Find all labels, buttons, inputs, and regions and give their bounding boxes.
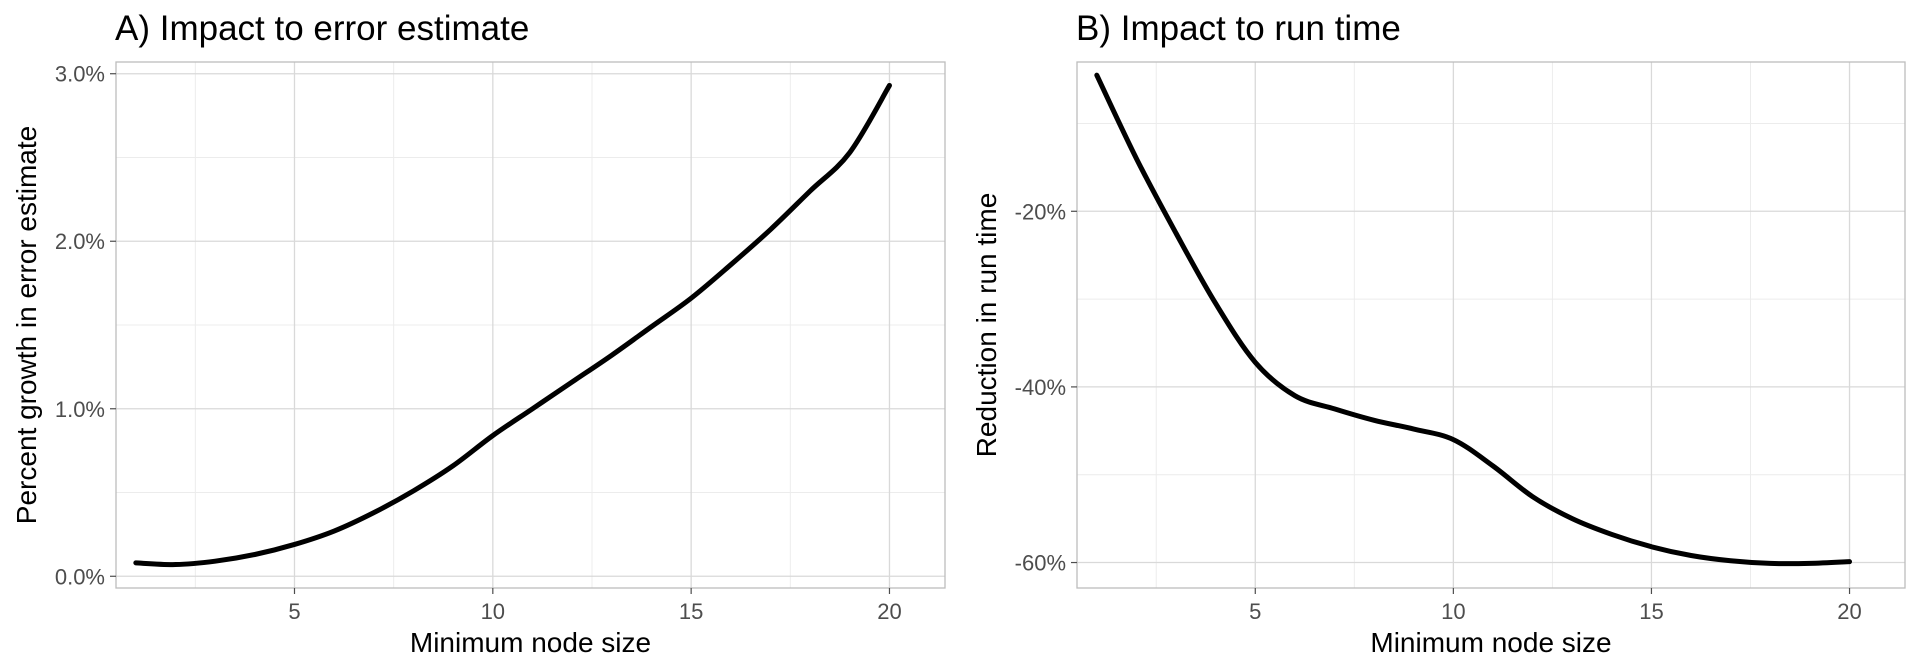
panel-a-x-tick-label-2: 15 xyxy=(679,599,703,624)
panel-b-x-tick-label-2: 15 xyxy=(1639,599,1663,624)
panel-b-y-tick-label-0: -60% xyxy=(1015,551,1066,576)
panel-b-x-axis-title: Minimum node size xyxy=(1370,627,1611,658)
panel-b-y-axis-title: Reduction in run time xyxy=(971,193,1002,458)
panel-a: A) Impact to error estimate 5 10 15 20 0.0% 1.… xyxy=(11,9,946,658)
panel-b: B) Impact to run time 5 10 15 20 -60% -40% -20%… xyxy=(971,9,1906,658)
panel-b-series-line-0 xyxy=(1094,72,1853,567)
panel-a-y-tick-label-1: 1.0% xyxy=(55,397,105,422)
panel-b-y-tick-label-1: -40% xyxy=(1015,375,1066,400)
panel-b-x-tick-label-3: 20 xyxy=(1837,599,1861,624)
panel-a-series-line-0 xyxy=(133,82,892,568)
panel-b-y-tick-label-2: -20% xyxy=(1015,199,1066,224)
panel-a-x-axis-title: Minimum node size xyxy=(410,627,651,658)
panel-a-x-tick-label-3: 20 xyxy=(877,599,901,624)
panel-a-y-tick-label-0: 0.0% xyxy=(55,564,105,589)
panel-a-y-tick-label-3: 3.0% xyxy=(55,62,105,87)
panel-a-border xyxy=(115,61,946,589)
panel-a-x-tick-label-1: 10 xyxy=(481,599,505,624)
panel-b-x-tick-label-0: 5 xyxy=(1249,599,1261,624)
panel-a-y-tick-label-2: 2.0% xyxy=(55,229,105,254)
panel-b-title: B) Impact to run time xyxy=(1076,9,1401,48)
panel-a-title: A) Impact to error estimate xyxy=(115,9,529,48)
panel-b-border xyxy=(1076,61,1906,589)
panel-b-x-tick-label-1: 10 xyxy=(1441,599,1465,624)
panel-a-y-axis-title: Percent growth in error estimate xyxy=(11,126,42,524)
panel-a-x-tick-label-0: 5 xyxy=(288,599,300,624)
